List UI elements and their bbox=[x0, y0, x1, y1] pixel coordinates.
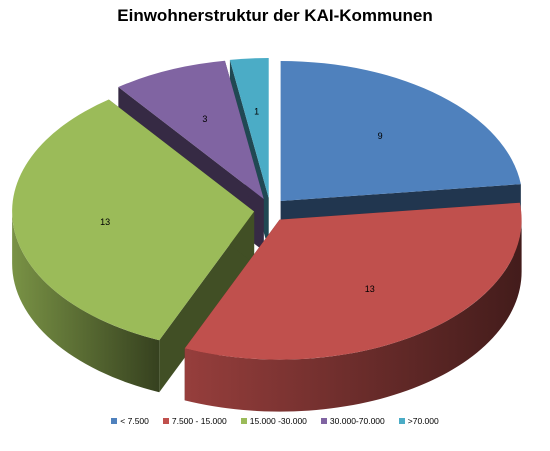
data-label: 3 bbox=[202, 114, 207, 124]
slice-wall bbox=[159, 211, 255, 393]
chart-title: Einwohnerstruktur der KAI-Kommunen bbox=[117, 6, 433, 25]
legend-swatch bbox=[320, 418, 327, 424]
legend-label: 15.000 -30.000 bbox=[249, 416, 307, 426]
pie-tops: 9 13 13 3 1 bbox=[12, 58, 522, 360]
legend-item: 30.000-70.000 bbox=[320, 416, 385, 426]
legend-item: 7.500 - 15.000 bbox=[162, 416, 227, 426]
pie-slice-3 bbox=[12, 99, 255, 341]
legend-label: >70.000 bbox=[407, 416, 439, 426]
pie-slice-2 bbox=[184, 202, 522, 360]
pie-slice-1 bbox=[280, 61, 521, 202]
legend-item: < 7.500 bbox=[111, 416, 149, 426]
chart-legend: < 7.500 7.500 - 15.000 15.000 -30.000 30.00… bbox=[0, 416, 550, 426]
legend-label: 7.500 - 15.000 bbox=[171, 416, 227, 426]
data-label: 1 bbox=[254, 107, 259, 117]
legend-item: 15.000 -30.000 bbox=[240, 416, 307, 426]
data-label: 13 bbox=[100, 217, 110, 227]
legend-swatch bbox=[240, 418, 247, 424]
slice-outer-wall bbox=[12, 211, 160, 393]
legend-item: >70.000 bbox=[398, 416, 439, 426]
legend-label: 30.000-70.000 bbox=[329, 416, 385, 426]
data-label: 9 bbox=[378, 131, 383, 141]
legend-swatch bbox=[111, 418, 118, 424]
legend-swatch bbox=[398, 418, 405, 424]
legend-swatch bbox=[162, 418, 169, 424]
pie-slice-5 bbox=[229, 58, 269, 199]
pie-slice-4 bbox=[118, 60, 264, 199]
slice-outer-wall bbox=[184, 219, 522, 412]
legend-label: < 7.500 bbox=[120, 416, 149, 426]
data-label: 13 bbox=[365, 284, 375, 294]
